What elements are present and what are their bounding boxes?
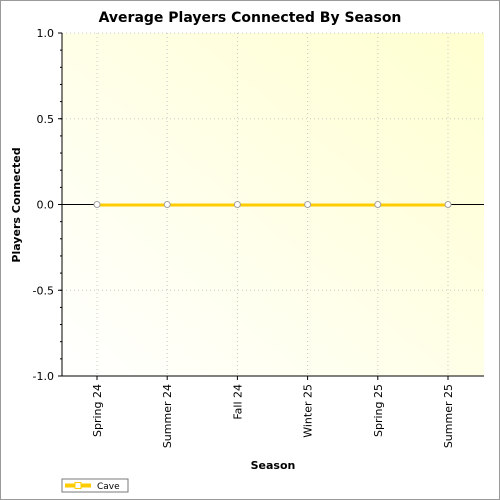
x-tick-label: Spring 25 [372, 384, 385, 437]
y-axis-label: Players Connected [10, 147, 23, 262]
data-point [93, 201, 101, 208]
x-tick-label: Spring 24 [91, 384, 104, 437]
x-axis-label: Season [251, 459, 296, 472]
legend: Cave [61, 478, 129, 493]
data-point [163, 201, 171, 208]
x-axis: Spring 24 Summer 24 Fall 24 Winter 25 Spring… [62, 375, 484, 448]
x-tick-label: Winter 25 [302, 384, 315, 438]
x-tick-label: Fall 24 [231, 384, 244, 420]
legend-swatch-marker [74, 482, 82, 489]
y-tick-label: 0.5 [37, 113, 55, 126]
series-layer [93, 201, 452, 208]
data-point [444, 201, 452, 208]
data-point [304, 201, 312, 208]
y-tick-label: -1.0 [33, 370, 54, 383]
data-point [374, 201, 382, 208]
data-point [233, 201, 241, 208]
chart-title: Average Players Connected By Season [99, 10, 402, 26]
y-axis: 1.0 0.5 0.0 -0.5 -1.0 [33, 27, 63, 383]
y-tick-label: 1.0 [37, 27, 55, 40]
legend-label: Cave [97, 482, 120, 492]
y-tick-label: 0.0 [37, 199, 55, 212]
x-tick-label: Summer 24 [161, 384, 174, 448]
y-tick-label: -0.5 [33, 284, 54, 297]
x-tick-label: Summer 25 [442, 384, 455, 448]
